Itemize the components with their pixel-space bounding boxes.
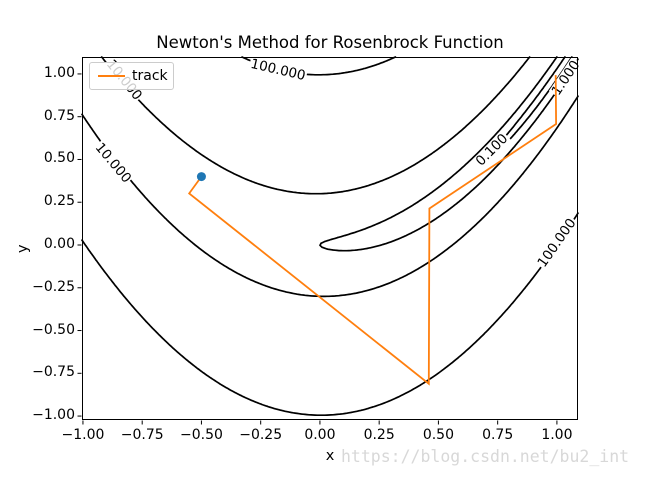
x-tick-label: 0.50: [422, 427, 454, 443]
x-tick-label: 0.00: [304, 427, 336, 443]
y-tick-label: −0.75: [32, 364, 75, 381]
y-tick-label: 0.25: [43, 193, 75, 210]
x-tick-label: 0.25: [363, 427, 395, 443]
legend-line-sample: [98, 75, 125, 77]
y-axis-label: y: [15, 244, 31, 253]
start-point-marker: [196, 172, 206, 182]
y-tick-label: 0.50: [43, 150, 75, 167]
x-tick-label: −0.75: [120, 427, 164, 443]
y-tick-label: 0.00: [43, 236, 75, 252]
y-tick-label: −0.25: [32, 278, 75, 295]
x-tick-label: 0.75: [482, 427, 514, 443]
x-tick-label: 1.00: [541, 427, 573, 443]
y-tick-label: 1.00: [43, 64, 75, 81]
x-tick-label: −0.50: [179, 427, 223, 443]
y-tick-label: −0.50: [32, 321, 75, 338]
x-tick-label: −0.25: [239, 427, 283, 443]
y-tick-label: 0.75: [43, 107, 75, 124]
legend: track: [89, 62, 174, 90]
watermark: https://blog.csdn.net/bu2_int: [341, 447, 630, 466]
chart-title: Newton's Method for Rosenbrock Function: [156, 33, 504, 52]
y-tick-label: −1.00: [32, 407, 75, 424]
track-line: [187, 75, 558, 386]
x-axis-label: x: [325, 448, 335, 464]
x-tick-label: −1.00: [61, 427, 105, 443]
legend-label: track: [132, 68, 168, 84]
contour-level-10: [81, 56, 579, 298]
